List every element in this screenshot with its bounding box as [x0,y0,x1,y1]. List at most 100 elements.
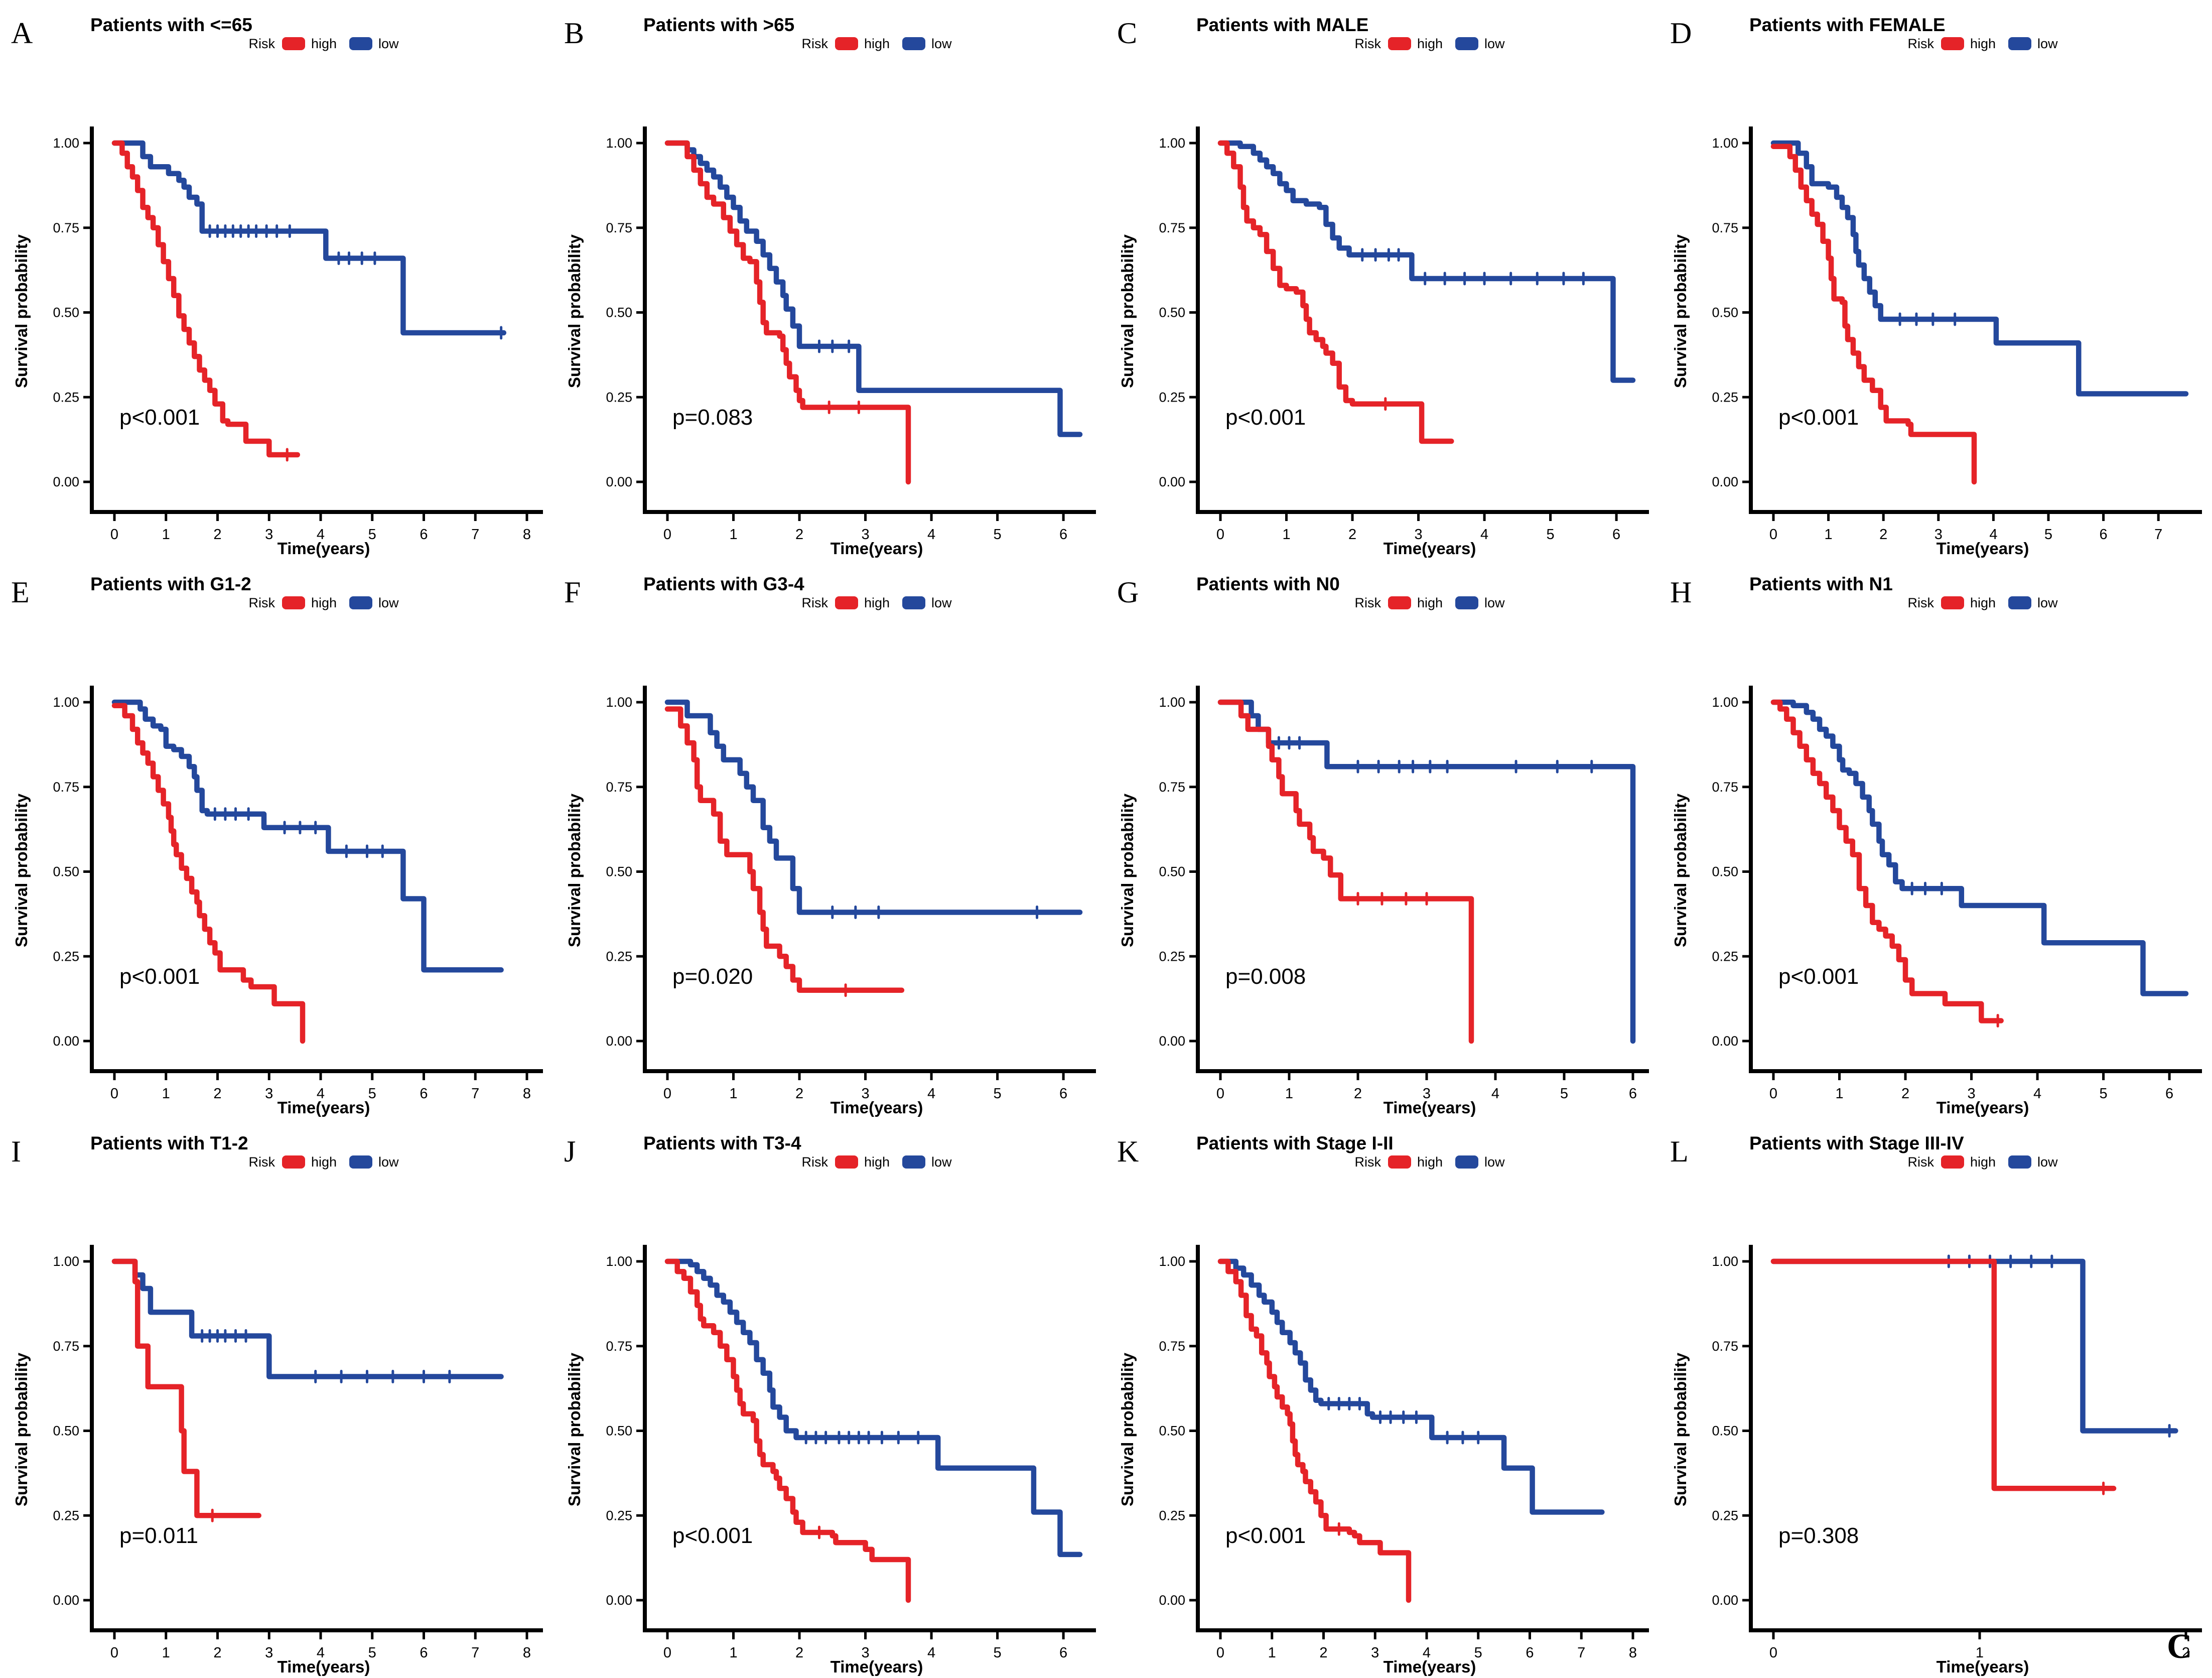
km-plot-H: H Patients with N1 Risk high low 1.00 0.75 0.50… [1670,574,2202,1117]
legend-high-label: high [1970,595,1996,610]
y-tick-label: 0.75 [1159,220,1185,235]
x-tick-label: 2 [795,527,803,543]
legend-swatch-high-icon [282,596,305,609]
x-tick-label: 7 [471,527,479,543]
x-tick-label: 2 [1348,527,1356,543]
panel-title: Patients with MALE [1196,15,1368,35]
panel-letter: B [564,17,584,50]
panel-title: Patients with N1 [1749,574,1893,594]
km-curve-low [1770,699,2189,996]
y-axis-title: Survival probability [1118,234,1137,388]
x-tick-label: 8 [1629,1645,1637,1661]
x-tick-label: 4 [1989,527,1997,543]
y-tick-label: 1.00 [606,695,632,710]
y-tick-label: 0.75 [53,780,79,795]
y-tick-label: 0.25 [606,949,632,964]
x-tick-label: 5 [368,1645,376,1661]
x-tick-label: 7 [1577,1645,1585,1661]
km-curve-high [1217,1258,1412,1603]
x-tick-label: 2 [1901,1086,1909,1102]
y-tick-label: 0.00 [1712,1034,1738,1049]
km-curve-high [111,1258,261,1518]
x-tick-label: 6 [1526,1645,1534,1661]
legend-low-label: low [378,1154,399,1170]
y-tick-label: 0.00 [1712,474,1738,489]
x-axis-title: Time(years) [831,1098,923,1117]
legend-high-label: high [1417,1154,1443,1170]
x-tick-label: 8 [523,1086,531,1102]
x-tick-label: 1 [1825,527,1833,543]
x-tick-label: 1 [1282,527,1290,543]
km-panel-F: F Patients with G3-4 Risk high low 1.00 0.75 0.… [553,559,1106,1118]
y-tick-label: 1.00 [1712,1254,1738,1269]
x-tick-label: 0 [1769,1645,1777,1661]
x-tick-label: 2 [213,1086,221,1102]
y-tick-label: 0.75 [606,780,632,795]
x-tick-label: 4 [1423,1645,1431,1661]
p-value-label: p<0.001 [1778,964,1859,989]
km-curve-high [664,1258,911,1603]
p-value-label: p<0.001 [1225,405,1306,430]
x-tick-label: 4 [927,1645,935,1661]
x-tick-label: 1 [1835,1086,1843,1102]
legend-swatch-high-icon [1941,37,1964,50]
x-axis-title: Time(years) [1937,1657,2029,1676]
y-tick-label: 0.50 [606,1424,632,1439]
y-tick-label: 0.25 [53,1508,79,1523]
legend-high-label: high [1417,595,1443,610]
km-curve-high [1217,699,1474,1044]
legend-swatch-high-icon [835,1155,858,1169]
x-tick-label: 0 [110,1086,118,1102]
legend-low-label: low [1484,595,1505,610]
x-tick-label: 3 [861,1645,869,1661]
km-panel-A: A Patients with <=65 Risk high low 1.00 0.75 0.… [0,0,553,559]
y-tick-label: 0.25 [53,390,79,405]
legend-risk-label: Risk [249,595,275,610]
x-tick-label: 3 [1423,1086,1431,1102]
y-tick-label: 0.75 [1712,220,1738,235]
legend-swatch-low-icon [349,1155,372,1169]
legend-low-label: low [931,1154,952,1170]
x-tick-label: 3 [861,1086,869,1102]
axis-lines [1196,1245,1649,1632]
panel-letter: K [1117,1135,1139,1168]
km-plot-G: G Patients with N0 Risk high low 1.00 0.75 0.50… [1117,574,1649,1117]
legend-high-label: high [1970,36,1996,51]
x-tick-label: 3 [1414,527,1422,543]
axis-lines [90,126,543,514]
legend-risk-label: Risk [802,1154,828,1170]
panel-title: Patients with T3-4 [643,1133,801,1153]
p-value-label: p=0.083 [672,405,753,430]
y-tick-label: 1.00 [1159,136,1185,151]
x-tick-label: 0 [1769,527,1777,543]
p-value-label: p<0.001 [119,405,200,430]
x-tick-label: 1 [162,527,170,543]
x-tick-label: 5 [1547,527,1555,543]
x-tick-label: 4 [317,1645,325,1661]
y-tick-label: 0.50 [1159,1424,1185,1439]
axis-lines [643,126,1096,514]
km-curve-low [664,1258,1083,1558]
x-tick-label: 5 [1560,1086,1568,1102]
x-tick-label: 2 [1879,527,1887,543]
legend-swatch-high-icon [835,37,858,50]
x-tick-label: 7 [471,1645,479,1661]
y-tick-label: 0.25 [1712,390,1738,405]
legend-low-label: low [2037,595,2058,610]
p-value-label: p=0.020 [672,964,753,989]
x-tick-label: 4 [317,527,325,543]
km-curve-low [1770,140,2189,397]
legend-risk-label: Risk [1355,36,1381,51]
x-tick-label: 6 [420,527,428,543]
x-axis-title: Time(years) [278,1098,370,1117]
y-axis-title: Survival probability [1671,234,1690,388]
x-tick-label: 1 [1268,1645,1276,1661]
legend-high-label: high [1417,36,1443,51]
legend-swatch-low-icon [902,596,925,609]
panel-letter: I [11,1135,21,1168]
x-tick-label: 0 [110,527,118,543]
